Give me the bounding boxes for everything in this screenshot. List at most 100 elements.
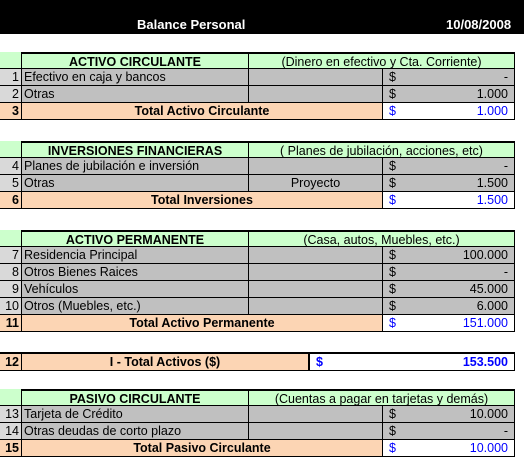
table-row: 5 Otras Proyecto $ 1.500 (0, 175, 524, 192)
total-label[interactable]: Total Activo Circulante (22, 103, 383, 120)
row-label[interactable]: Otras deudas de corto plazo (22, 423, 249, 440)
section-title[interactable]: INVERSIONES FINANCIERAS (22, 141, 249, 158)
table-row: 8 Otros Bienes Raices $ - (0, 264, 524, 281)
currency-symbol: $ (389, 265, 396, 279)
total-amount[interactable]: $ 151.000 (383, 315, 515, 332)
row-amount[interactable]: $ 10.000 (383, 406, 515, 423)
row-label[interactable]: Otros (Muebles, etc.) (22, 298, 249, 315)
row-label[interactable]: Otras (22, 175, 249, 192)
row-number: 8 (0, 264, 22, 281)
amount-value: 1.500 (476, 193, 508, 207)
section-note[interactable]: (Casa, autos, Muebles, etc.) (249, 230, 515, 247)
grand-total-row: 12 I - Total Activos ($) $ 153.500 (0, 352, 524, 371)
currency-symbol: $ (389, 176, 396, 190)
table-row: 14 Otras deudas de corto plazo $ - (0, 423, 524, 440)
section-note[interactable]: (Cuentas a pagar en tarjetas y demás) (249, 389, 515, 406)
section-note[interactable]: ( Planes de jubilación, acciones, etc) (249, 141, 515, 158)
amount-value: 6.000 (476, 299, 508, 313)
amount-value: 153.500 (462, 355, 508, 369)
amount-value: 10.000 (469, 407, 508, 421)
total-label[interactable]: Total Inversiones (22, 192, 383, 209)
row-number: 10 (0, 298, 22, 315)
amount-value: 1.500 (476, 176, 508, 190)
row-label[interactable]: Tarjeta de Crédito (22, 406, 249, 423)
row-label[interactable]: Planes de jubilación e inversión (22, 158, 249, 175)
sheet-date: 10/08/2008 (446, 17, 512, 32)
table-row: 2 Otras $ 1.000 (0, 86, 524, 103)
currency-symbol: $ (389, 70, 396, 84)
row-amount[interactable]: $ - (383, 423, 515, 440)
total-row: 15 Total Pasivo Circulante $ 10.000 (0, 440, 524, 457)
table-row: 4 Planes de jubilación e inversión $ - (0, 158, 524, 175)
row-number: 2 (0, 86, 22, 103)
row-extra[interactable] (249, 298, 383, 315)
row-number: 1 (0, 69, 22, 86)
row-label[interactable]: Otros Bienes Raices (22, 264, 249, 281)
total-row: 11 Total Activo Permanente $ 151.000 (0, 315, 524, 332)
row-extra[interactable] (249, 423, 383, 440)
row-number: 11 (0, 315, 22, 332)
currency-symbol: $ (316, 355, 323, 369)
row-amount[interactable]: $ - (383, 158, 515, 175)
row-amount[interactable]: $ - (383, 69, 515, 86)
table-row: 1 Efectivo en caja y bancos $ - (0, 69, 524, 86)
row-extra[interactable] (249, 69, 383, 86)
section-header-activo-permanente: ACTIVO PERMANENTE (Casa, autos, Muebles,… (0, 230, 524, 247)
row-amount[interactable]: $ 1.000 (383, 86, 515, 103)
section-title[interactable]: ACTIVO CIRCULANTE (22, 52, 249, 69)
section-header-pasivo-circulante: PASIVO CIRCULANTE (Cuentas a pagar en ta… (0, 389, 524, 406)
row-label[interactable]: Vehículos (22, 281, 249, 298)
row-extra[interactable] (249, 86, 383, 103)
row-extra[interactable] (249, 247, 383, 264)
row-label[interactable]: Efectivo en caja y bancos (22, 69, 249, 86)
currency-symbol: $ (389, 316, 396, 330)
row-label[interactable]: Otras (22, 86, 249, 103)
currency-symbol: $ (389, 248, 396, 262)
row-number: 7 (0, 247, 22, 264)
amount-value: 10.000 (469, 441, 508, 455)
title-bar: Balance Personal 10/08/2008 (0, 0, 524, 34)
row-amount[interactable]: $ 1.500 (383, 175, 515, 192)
row-amount[interactable]: $ 100.000 (383, 247, 515, 264)
row-extra[interactable]: Proyecto (249, 175, 383, 192)
currency-symbol: $ (389, 193, 396, 207)
currency-symbol: $ (389, 87, 396, 101)
total-amount[interactable]: $ 1.500 (383, 192, 515, 209)
row-extra[interactable] (249, 158, 383, 175)
amount-value: 45.000 (469, 282, 508, 296)
amount-value: 100.000 (462, 248, 508, 262)
amount-value: - (503, 70, 508, 84)
row-number: 5 (0, 175, 22, 192)
row-amount[interactable]: $ - (383, 264, 515, 281)
currency-symbol: $ (389, 282, 396, 296)
amount-value: 1.000 (476, 104, 508, 118)
grand-total-label[interactable]: I - Total Activos ($) (22, 352, 309, 371)
row-number: 12 (0, 352, 22, 371)
section-note[interactable]: (Dinero en efectivo y Cta. Corriente) (249, 52, 515, 69)
total-label[interactable]: Total Activo Permanente (22, 315, 383, 332)
row-label[interactable]: Residencia Principal (22, 247, 249, 264)
amount-value: 1.000 (476, 87, 508, 101)
row-number: 3 (0, 103, 22, 120)
total-amount[interactable]: $ 10.000 (383, 440, 515, 457)
section-header-inversiones: INVERSIONES FINANCIERAS ( Planes de jubi… (0, 141, 524, 158)
row-extra[interactable] (249, 264, 383, 281)
total-row: 6 Total Inversiones $ 1.500 (0, 192, 524, 209)
row-amount[interactable]: $ 6.000 (383, 298, 515, 315)
row-number: 9 (0, 281, 22, 298)
section-title[interactable]: ACTIVO PERMANENTE (22, 230, 249, 247)
row-extra[interactable] (249, 406, 383, 423)
amount-value: - (503, 424, 508, 438)
currency-symbol: $ (389, 299, 396, 313)
grand-total-amount[interactable]: $ 153.500 (309, 352, 515, 371)
table-row: 10 Otros (Muebles, etc.) $ 6.000 (0, 298, 524, 315)
row-amount[interactable]: $ 45.000 (383, 281, 515, 298)
row-number: 13 (0, 406, 22, 423)
total-label[interactable]: Total Pasivo Circulante (22, 440, 383, 457)
sheet-title: Balance Personal (137, 17, 246, 32)
row-number: 4 (0, 158, 22, 175)
total-amount[interactable]: $ 1.000 (383, 103, 515, 120)
table-row: 9 Vehículos $ 45.000 (0, 281, 524, 298)
section-title[interactable]: PASIVO CIRCULANTE (22, 389, 249, 406)
row-extra[interactable] (249, 281, 383, 298)
